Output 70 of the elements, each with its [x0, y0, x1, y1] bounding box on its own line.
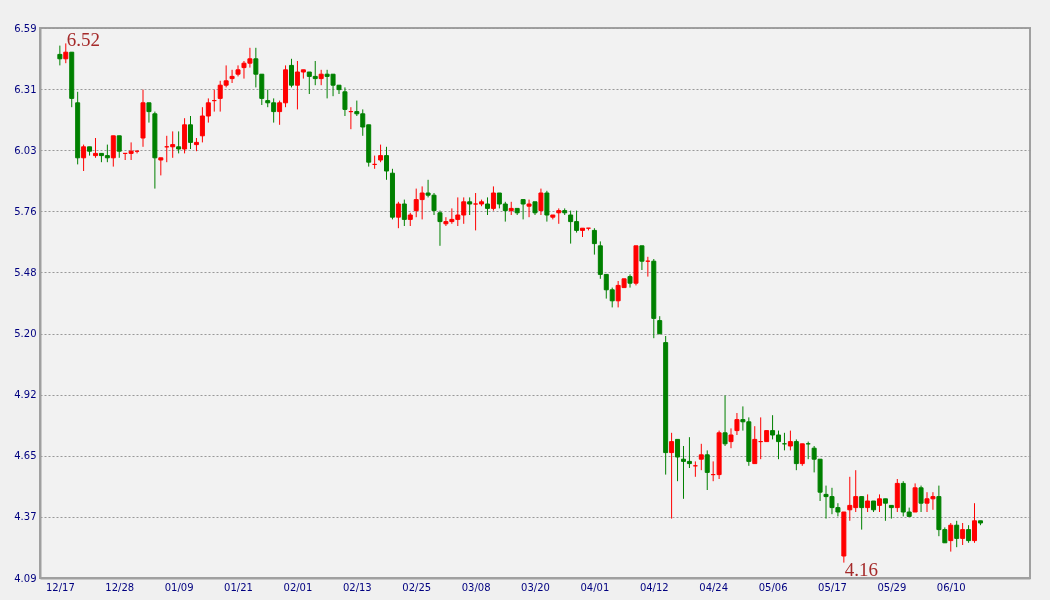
candlestick	[342, 86, 348, 117]
candlestick	[675, 438, 681, 482]
candlestick	[146, 102, 152, 124]
candlestick	[859, 496, 865, 531]
y-tick-label: 5.48	[14, 266, 37, 278]
candlestick	[948, 522, 954, 553]
x-tick-label: 12/17	[45, 581, 75, 593]
candlestick	[116, 135, 122, 159]
candlestick	[110, 135, 116, 168]
y-tick-label: 6.59	[14, 22, 37, 34]
candlestick	[384, 146, 390, 181]
x-tick-label: 04/01	[580, 581, 610, 593]
x-tick-label: 02/01	[283, 581, 313, 593]
candlestick	[972, 502, 978, 544]
x-tick-label: 01/21	[224, 581, 253, 593]
candlestick	[704, 449, 710, 491]
y-tick-label: 6.03	[14, 144, 37, 156]
annotation: 4.16	[844, 558, 879, 580]
y-tick-label: 4.92	[14, 389, 37, 401]
candlestick	[520, 199, 526, 220]
candlestick	[538, 188, 544, 216]
x-tick-label: 03/20	[521, 581, 550, 593]
x-tick-label: 02/13	[342, 581, 372, 593]
candlestick	[63, 42, 69, 64]
y-tick-label: 4.09	[14, 572, 37, 584]
candlestick	[793, 438, 799, 471]
x-tick-label: 04/24	[699, 581, 729, 593]
candlestick	[918, 485, 924, 513]
candlestick	[81, 144, 87, 172]
candlestick	[639, 245, 645, 271]
x-tick-label: 04/12	[639, 581, 669, 593]
candlestick	[526, 199, 532, 218]
x-tick-label: 06/10	[936, 581, 966, 593]
candlestick	[401, 199, 407, 227]
x-tick-label: 05/17	[818, 581, 847, 593]
y-tick-label: 5.76	[14, 205, 37, 217]
candlestick	[544, 190, 550, 223]
candlestick	[882, 498, 888, 522]
candlestick	[627, 273, 633, 289]
candlestick	[188, 115, 194, 150]
x-tick-label: 03/08	[461, 581, 491, 593]
y-tick-label: 6.31	[14, 83, 37, 95]
y-tick-label: 5.20	[14, 328, 37, 340]
x-tick-label: 02/25	[402, 581, 432, 593]
candlestick	[787, 430, 793, 451]
candlestick	[960, 522, 966, 546]
candlestick	[799, 443, 805, 467]
y-tick-label: 4.37	[14, 511, 37, 523]
x-tick-label: 01/09	[164, 581, 194, 593]
annotation: 6.52	[66, 29, 101, 51]
candlestick	[722, 394, 728, 447]
candlestick	[229, 69, 235, 84]
candlestick	[437, 210, 443, 247]
candlestick	[235, 64, 241, 77]
candlestick	[728, 427, 734, 449]
candlestick	[490, 185, 496, 212]
candlestick	[176, 130, 182, 154]
candlestick	[669, 432, 675, 520]
x-tick-label: 12/28	[105, 581, 135, 593]
candlestick	[698, 443, 704, 471]
y-tick-label: 4.65	[14, 450, 37, 462]
candlestick	[591, 227, 597, 256]
candlestick	[57, 45, 63, 66]
candlestick	[954, 520, 960, 548]
candlestick	[288, 58, 294, 88]
x-tick-label: 05/06	[758, 581, 788, 593]
x-tick-label: 05/29	[877, 581, 907, 593]
candlestick	[395, 201, 401, 229]
candlestick	[734, 412, 740, 436]
candlestick	[92, 137, 98, 159]
